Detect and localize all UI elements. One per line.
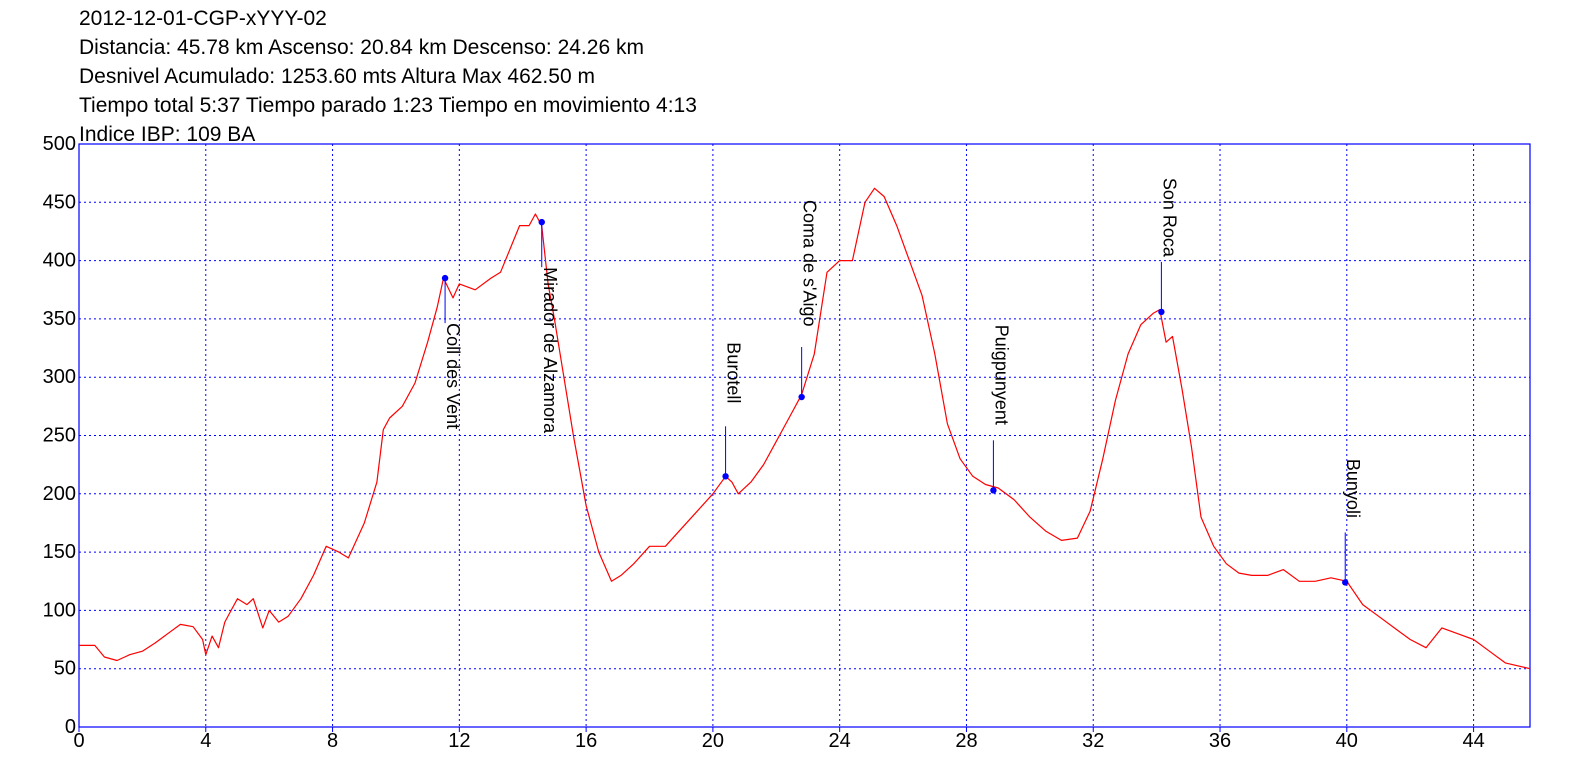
route-title: 2012-12-01-CGP-xYYY-02 [79, 7, 327, 30]
waypoint-marker [441, 274, 449, 282]
x-tick-label: 4 [200, 730, 211, 752]
distance-stats: Distancia: 45.78 km Ascenso: 20.84 km De… [79, 36, 644, 59]
x-tick-label: 32 [1082, 730, 1104, 752]
waypoint-label: Puigpunyent [991, 325, 1011, 425]
y-tick-label: 300 [43, 366, 76, 388]
x-tick-label: 28 [955, 730, 977, 752]
y-tick-label: 400 [43, 250, 76, 272]
waypoint-marker [798, 393, 805, 401]
waypoint-marker [722, 473, 729, 480]
x-tick-label: 36 [1209, 730, 1231, 752]
waypoint-label: Mirador de Alzamora [540, 267, 560, 434]
x-tick-label: 16 [575, 730, 597, 752]
x-tick-label: 8 [327, 730, 338, 752]
y-tick-label: 200 [43, 483, 76, 505]
ibp-index: Indice IBP: 109 BA [79, 123, 256, 146]
plot-frame [78, 143, 1531, 728]
elevation-stats: Desnivel Acumulado: 1253.60 mts Altura M… [79, 65, 595, 88]
x-tick-label: 44 [1462, 730, 1484, 752]
x-tick-label: 20 [702, 730, 724, 752]
y-tick-label: 350 [43, 308, 76, 330]
waypoint-label: Coll des Vent [443, 323, 463, 429]
y-tick-label: 450 [43, 191, 76, 213]
y-tick-label: 250 [43, 425, 76, 447]
y-tick-label: 150 [43, 541, 76, 563]
chart-header: 2012-12-01-CGP-xYYY-02 Distancia: 45.78 … [79, 4, 697, 149]
x-tick-label: 12 [448, 730, 470, 752]
y-tick-label: 100 [43, 599, 76, 621]
waypoint-label: Burotell [724, 342, 744, 403]
time-stats: Tiempo total 5:37 Tiempo parado 1:23 Tie… [79, 94, 697, 117]
y-tick-label: 500 [43, 133, 76, 155]
waypoint-marker [538, 218, 545, 226]
waypoint-marker [990, 487, 997, 494]
waypoint-label: Bunyoli [1343, 459, 1363, 518]
y-tick-label: 50 [54, 658, 76, 680]
waypoint-marker [1158, 308, 1165, 316]
waypoint-label: Coma de s'Aigo [800, 200, 820, 327]
x-tick-label: 24 [829, 730, 851, 752]
waypoint-marker [1342, 579, 1349, 586]
x-tick-label: 0 [73, 730, 84, 752]
x-tick-label: 40 [1336, 730, 1358, 752]
y-tick-label: 0 [65, 716, 76, 738]
waypoint-label: Son Roca [1159, 178, 1179, 258]
